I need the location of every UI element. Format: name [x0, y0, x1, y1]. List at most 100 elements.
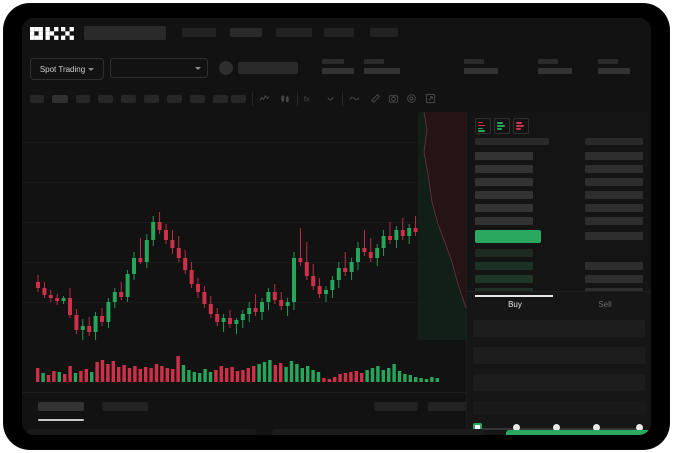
interval-button-9[interactable] — [213, 95, 228, 103]
orderbook-mode-buy-icon[interactable] — [494, 118, 510, 134]
stat-5-label — [598, 59, 618, 64]
volume-bar — [198, 373, 202, 382]
orderbook-ask-row[interactable] — [475, 217, 533, 225]
candle-body — [285, 302, 290, 306]
market-type-selector[interactable]: Spot Trading — [30, 58, 104, 80]
bottom-action-1[interactable] — [374, 402, 418, 411]
interval-button-6[interactable] — [144, 95, 159, 103]
volume-bar — [279, 363, 283, 382]
chart-gridline — [22, 262, 466, 263]
chevron-down-icon[interactable] — [325, 93, 336, 104]
slider-node-2[interactable] — [553, 424, 560, 431]
toolbar-divider — [297, 92, 298, 106]
nav-item-4[interactable] — [324, 28, 354, 37]
candle-body — [247, 308, 252, 314]
volume-bar — [57, 372, 61, 382]
volume-bar — [241, 370, 245, 382]
price-chart[interactable] — [22, 112, 466, 340]
orderbook-ask-amount — [585, 178, 643, 186]
submit-order-button[interactable] — [506, 430, 651, 435]
bottom-panel-2[interactable] — [272, 429, 484, 435]
volume-bar — [225, 368, 229, 382]
orderbook-last-amount — [585, 232, 643, 240]
indicator-icon[interactable]: fx — [303, 93, 314, 104]
line-chart-icon[interactable] — [259, 93, 270, 104]
orderbook-ask-row[interactable] — [475, 152, 533, 160]
volume-bar — [46, 375, 51, 382]
bottom-tab-1[interactable] — [38, 402, 84, 411]
orderbook-ask-row[interactable] — [475, 191, 533, 199]
interval-button-4[interactable] — [98, 95, 113, 103]
orderbook-mode-both-icon[interactable] — [475, 118, 491, 134]
volume-bar — [376, 366, 380, 382]
total-field[interactable] — [473, 374, 645, 391]
interval-button-3[interactable] — [76, 95, 90, 103]
trading-pair-selector[interactable] — [110, 58, 208, 78]
slider-node-1[interactable] — [513, 424, 520, 431]
bottom-panel-1[interactable] — [28, 429, 256, 435]
nav-item-1[interactable] — [182, 28, 216, 37]
chart-gridline — [22, 142, 466, 143]
volume-bar — [84, 369, 88, 382]
nav-item-3[interactable] — [276, 28, 312, 37]
volume-bar — [392, 364, 396, 382]
candle-body — [36, 282, 40, 288]
interval-button-7[interactable] — [167, 95, 182, 103]
candle-body — [330, 280, 335, 290]
candle-body — [317, 286, 322, 294]
volume-bar — [414, 377, 418, 382]
candle-body — [292, 258, 296, 302]
volume-bar — [311, 370, 315, 382]
amount-field[interactable] — [473, 347, 645, 364]
candle-body — [234, 320, 239, 324]
orderbook-ask-row[interactable] — [475, 165, 533, 173]
nav-item-5[interactable] — [370, 28, 398, 37]
orderbook-bid-row[interactable] — [475, 275, 533, 283]
orderbook-ask-row[interactable] — [475, 204, 533, 212]
candle-body — [298, 258, 303, 262]
stat-3-label — [464, 59, 484, 64]
toolbar-divider — [342, 92, 343, 106]
bottom-action-2[interactable] — [428, 402, 472, 411]
nav-item-2[interactable] — [230, 28, 262, 37]
candles-icon[interactable] — [280, 93, 291, 104]
bottom-tab-2[interactable] — [102, 402, 148, 411]
volume-bar — [333, 377, 337, 382]
stat-3 — [464, 59, 498, 74]
orderbook-ask-row[interactable] — [475, 178, 533, 186]
fullscreen-icon[interactable] — [425, 93, 436, 104]
interval-button-1[interactable] — [30, 95, 44, 103]
volume-bar — [322, 378, 326, 382]
interval-button-5[interactable] — [121, 95, 136, 103]
orderbook-bid-row[interactable] — [475, 262, 533, 270]
orderbook-mode-sell-icon[interactable] — [513, 118, 529, 134]
slider-node-4[interactable] — [636, 424, 643, 431]
orderbook-last-price-row[interactable] — [475, 230, 541, 243]
order-form: Buy Sell — [466, 291, 651, 435]
volume-chart — [22, 340, 466, 392]
camera-icon[interactable] — [388, 93, 399, 104]
stat-4 — [538, 59, 572, 74]
interval-button-10[interactable] — [231, 95, 246, 103]
orderbook-bid-row[interactable] — [475, 249, 533, 257]
candle-body — [119, 292, 124, 297]
price-field[interactable] — [473, 320, 645, 337]
okx-logo[interactable] — [30, 27, 74, 40]
candle-body — [42, 288, 47, 295]
candle-body — [375, 248, 380, 258]
wave-icon[interactable] — [349, 93, 360, 104]
interval-button-8[interactable] — [190, 95, 205, 103]
slider-node-3[interactable] — [593, 424, 600, 431]
stat-2 — [364, 59, 400, 74]
search-input[interactable] — [84, 26, 166, 40]
chart-gridline — [22, 222, 466, 223]
ruler-icon[interactable] — [370, 93, 381, 104]
settings-icon[interactable] — [406, 93, 417, 104]
interval-button-2[interactable] — [52, 95, 68, 103]
tab-buy[interactable]: Buy — [508, 300, 522, 309]
tab-sell[interactable]: Sell — [598, 300, 612, 309]
candle-body — [74, 315, 79, 330]
chart-gridline — [22, 182, 466, 183]
active-tab-underline — [38, 419, 84, 421]
candle-body — [413, 228, 418, 232]
